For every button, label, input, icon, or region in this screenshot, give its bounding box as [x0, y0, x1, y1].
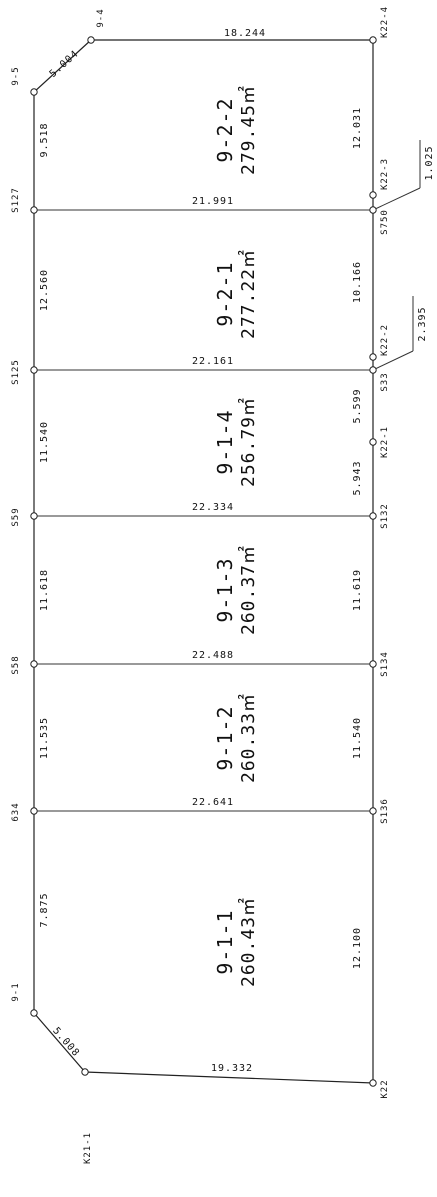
- marker-S125: [30, 366, 38, 374]
- callout-leader-1: [372, 187, 421, 211]
- lot-labels: 9-2-2 279.45㎡ 9-2-1 277.22㎡ 9-1-4 256.79…: [213, 85, 259, 987]
- marker-K21-1: [81, 1068, 89, 1076]
- label-K22-2: K22-2: [380, 324, 390, 356]
- marker-634: [30, 807, 38, 815]
- label-S59: S59: [11, 507, 21, 526]
- label-S127: S127: [11, 187, 21, 213]
- label-S33: S33: [380, 372, 390, 391]
- marker-S58: [30, 660, 38, 668]
- dim-bottom: 19.332: [211, 1063, 253, 1074]
- dim-left-c: 11.540: [39, 421, 50, 463]
- lot-2-area: 277.22㎡: [237, 249, 259, 339]
- lot-3-number: 9-1-4: [213, 409, 237, 474]
- dim-right-d: 11.619: [352, 569, 363, 611]
- marker-S136: [369, 807, 377, 815]
- lot-6-number: 9-1-1: [213, 909, 237, 974]
- lot-5-number: 9-1-2: [213, 705, 237, 770]
- dim-left-e: 11.535: [39, 717, 50, 759]
- marker-K22-3: [369, 191, 377, 199]
- label-K22-1: K22-1: [380, 426, 390, 458]
- dim-right-e: 11.540: [352, 717, 363, 759]
- label-K21-1: K21-1: [83, 1132, 93, 1164]
- marker-S59: [30, 512, 38, 520]
- dim-left-d: 11.618: [39, 569, 50, 611]
- survey-markers: [30, 36, 377, 1087]
- callout-leader-2: [372, 350, 414, 371]
- dim-diag-top: 5.004: [48, 48, 81, 80]
- marker-S132: [369, 512, 377, 520]
- dim-div-d: 22.488: [192, 650, 234, 661]
- marker-9-5: [30, 88, 38, 96]
- marker-K22-2: [369, 353, 377, 361]
- dim-right-c2: 5.943: [352, 460, 363, 495]
- dimension-labels: 18.244 5.004 9.518 12.031 21.991 12.560 …: [39, 28, 435, 1074]
- marker-S127: [30, 206, 38, 214]
- dim-left-f: 7.875: [39, 892, 50, 927]
- dim-div-b: 22.161: [192, 356, 234, 367]
- lot-2-number: 9-2-1: [213, 261, 237, 326]
- dim-right-f: 12.100: [352, 927, 363, 969]
- dim-right-a: 12.031: [352, 107, 363, 149]
- lot-4-area: 260.37㎡: [237, 545, 259, 635]
- dim-top: 18.244: [224, 28, 266, 39]
- dim-div-c: 22.334: [192, 502, 234, 513]
- callout-label-2: 2.395: [417, 306, 428, 341]
- lot-6-area: 260.43㎡: [237, 897, 259, 987]
- lot-3-area: 256.79㎡: [237, 397, 259, 487]
- label-K22-4: K22-4: [380, 6, 390, 38]
- lot-4-number: 9-1-3: [213, 557, 237, 622]
- dim-right-c1: 5.599: [352, 388, 363, 423]
- dim-left-a: 9.518: [39, 122, 50, 157]
- marker-S134: [369, 660, 377, 668]
- dim-div-e: 22.641: [192, 797, 234, 808]
- label-634: 634: [11, 802, 21, 821]
- lot-1-number: 9-2-2: [213, 97, 237, 162]
- label-K22-3: K22-3: [380, 158, 390, 190]
- callout-label-1: 1.025: [424, 145, 435, 180]
- marker-9-4: [87, 36, 95, 44]
- label-S750: S750: [380, 209, 390, 235]
- marker-S750: [369, 206, 377, 214]
- label-9-1: 9-1: [11, 982, 21, 1001]
- label-S136: S136: [380, 798, 390, 824]
- dim-right-b: 10.166: [352, 261, 363, 303]
- dim-left-b: 12.560: [39, 269, 50, 311]
- marker-9-1: [30, 1009, 38, 1017]
- label-S134: S134: [380, 651, 390, 677]
- label-S125: S125: [11, 359, 21, 385]
- marker-S33: [369, 366, 377, 374]
- label-K22: K22: [380, 1079, 390, 1098]
- lot-1-area: 279.45㎡: [237, 85, 259, 175]
- dim-diag-bot: 5.008: [50, 1026, 81, 1060]
- label-9-4: 9-4: [96, 8, 106, 27]
- marker-K22-4: [369, 36, 377, 44]
- label-S58: S58: [11, 655, 21, 674]
- dim-div-a: 21.991: [192, 196, 234, 207]
- marker-K22: [369, 1079, 377, 1087]
- lot-5-area: 260.33㎡: [237, 693, 259, 783]
- point-labels: 9-4 9-5 S127 S125 S59 S58 634 9-1 K21-1 …: [11, 6, 390, 1164]
- label-S132: S132: [380, 503, 390, 529]
- marker-K22-1: [369, 438, 377, 446]
- label-9-5: 9-5: [11, 66, 21, 85]
